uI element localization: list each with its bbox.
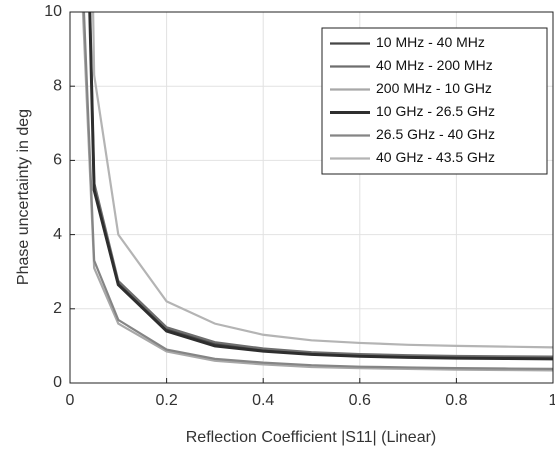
x-tick-label: 0.6 [349,392,371,409]
legend-label: 200 MHz - 10 GHz [376,80,492,96]
legend-box [321,27,548,175]
legend: 10 MHz - 40 MHz 40 MHz - 200 MHz 200 MHz -… [321,27,548,175]
series-line [92,12,553,349]
y-tick-label: 10 [44,3,62,20]
legend-label: 40 MHz - 200 MHz [376,57,493,73]
y-tick-label: 6 [53,152,62,169]
legend-label: 10 MHz - 40 MHz [376,34,485,50]
x-tick-label: 0.2 [155,392,177,409]
series-line [81,12,553,372]
x-tick-label: 1 [549,392,555,409]
y-tick-label: 0 [53,374,62,391]
y-tick-label: 2 [53,300,62,317]
x-axis-label: Reflection Coefficient |S11| (Linear) [186,429,437,446]
x-tick-label: 0 [66,392,75,409]
lines [81,12,553,372]
series-line [82,12,553,371]
y-axis-label: Phase uncertainty in deg [15,109,32,285]
x-tick-label: 0.8 [445,392,467,409]
legend-label: 10 GHz - 26.5 GHz [376,103,495,119]
legend-label: 26.5 GHz - 40 GHz [376,126,495,142]
y-tick-label: 8 [53,77,62,94]
x-tick-label: 0.4 [252,392,274,409]
series-line [88,12,553,361]
legend-label: 40 GHz - 43.5 GHz [376,149,495,165]
ticks: 0 2 4 6 8 10 0 0.2 0.4 0.6 0.8 1 [44,3,555,409]
y-tick-label: 4 [53,226,62,243]
axes-box [69,11,554,384]
grid [69,11,554,384]
